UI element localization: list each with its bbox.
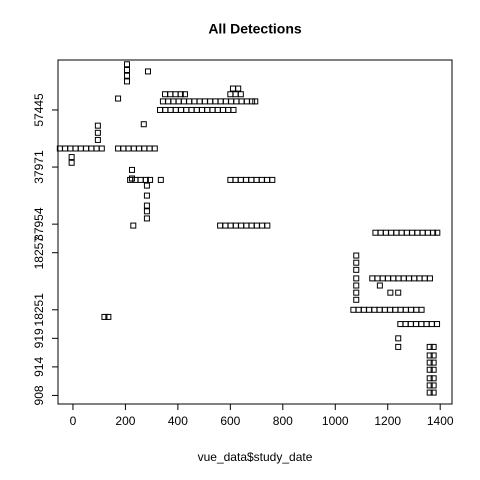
point xyxy=(426,382,433,389)
y-tick-label: 914 xyxy=(32,357,46,377)
point xyxy=(434,229,441,236)
point xyxy=(353,266,360,273)
y-tick-label: 908 xyxy=(32,385,46,405)
point xyxy=(177,91,184,98)
x-tick-label: 1200 xyxy=(374,414,401,428)
point xyxy=(426,359,433,366)
point xyxy=(144,68,151,75)
point xyxy=(430,229,437,236)
point xyxy=(353,275,360,282)
point xyxy=(430,359,437,366)
point xyxy=(434,321,441,328)
point xyxy=(94,136,101,143)
point xyxy=(143,215,150,222)
y-tick-label: 37971 xyxy=(32,150,46,184)
point xyxy=(142,176,149,183)
y-tick-label: 919 xyxy=(32,328,46,348)
point xyxy=(143,182,150,189)
x-tick-label: 200 xyxy=(115,414,135,428)
point xyxy=(353,282,360,289)
point xyxy=(430,352,437,359)
point xyxy=(353,252,360,259)
point xyxy=(101,313,108,320)
plot-box xyxy=(57,59,453,405)
x-tick-label: 0 xyxy=(70,414,77,428)
point xyxy=(157,176,164,183)
point xyxy=(430,375,437,382)
x-tick-label: 600 xyxy=(220,414,240,428)
point xyxy=(426,343,433,350)
x-tick-label: 400 xyxy=(168,414,188,428)
x-tick-label: 1400 xyxy=(427,414,454,428)
point xyxy=(430,366,437,373)
point xyxy=(151,145,158,152)
point xyxy=(147,176,154,183)
point xyxy=(130,222,137,229)
y-tick-label: 18251 xyxy=(32,293,46,327)
point xyxy=(418,306,425,313)
point xyxy=(235,85,242,92)
y-tick-label: 57445 xyxy=(32,93,46,127)
point xyxy=(143,208,150,215)
point xyxy=(264,222,271,229)
point xyxy=(123,66,130,73)
point xyxy=(395,289,402,296)
point xyxy=(387,289,394,296)
chart-title: All Detections xyxy=(208,21,302,37)
point xyxy=(123,61,130,68)
point xyxy=(252,98,259,105)
point xyxy=(426,375,433,382)
point xyxy=(395,335,402,342)
point xyxy=(128,166,135,173)
x-tick-label: 1000 xyxy=(322,414,349,428)
y-tick-label: 37954 xyxy=(32,207,46,241)
point xyxy=(426,366,433,373)
point xyxy=(353,259,360,266)
point xyxy=(68,159,75,166)
x-axis-label: vue_data$study_date xyxy=(198,450,313,464)
point xyxy=(249,98,256,105)
point xyxy=(181,91,188,98)
point xyxy=(68,154,75,161)
point xyxy=(105,313,112,320)
point xyxy=(269,176,276,183)
point xyxy=(430,389,437,396)
point xyxy=(128,175,135,182)
y-tick-label: 18257 xyxy=(32,236,46,270)
point xyxy=(230,106,237,113)
point xyxy=(140,121,147,128)
point xyxy=(123,78,130,85)
point xyxy=(115,95,122,102)
point xyxy=(426,275,433,282)
point xyxy=(376,282,383,289)
x-tick-label: 800 xyxy=(273,414,293,428)
point xyxy=(123,72,130,79)
point xyxy=(143,192,150,199)
point xyxy=(353,289,360,296)
point xyxy=(94,129,101,136)
point xyxy=(94,122,101,129)
point xyxy=(426,352,433,359)
point xyxy=(395,343,402,350)
point xyxy=(430,343,437,350)
point xyxy=(237,91,244,98)
point xyxy=(98,145,105,152)
point xyxy=(430,382,437,389)
point xyxy=(353,296,360,303)
point xyxy=(143,202,150,209)
point xyxy=(426,389,433,396)
